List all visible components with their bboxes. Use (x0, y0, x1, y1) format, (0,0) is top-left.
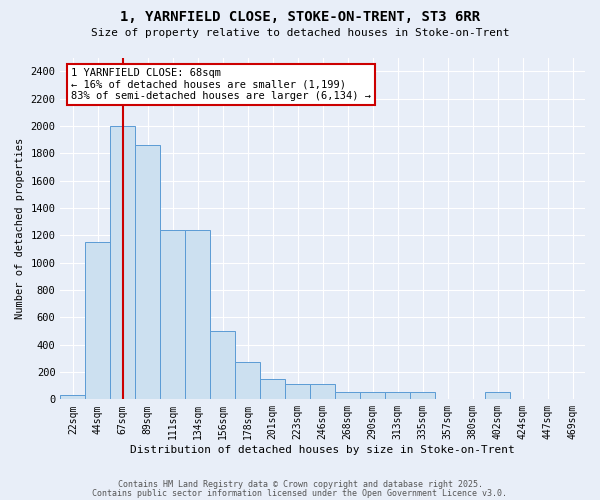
Bar (285, 384, 310, 400)
X-axis label: Distribution of detached houses by size in Stoke-on-Trent: Distribution of detached houses by size … (130, 445, 515, 455)
Bar (110, 126, 136, 400)
Bar (385, 392, 410, 400)
Text: 1, YARNFIELD CLOSE, STOKE-ON-TRENT, ST3 6RR: 1, YARNFIELD CLOSE, STOKE-ON-TRENT, ST3 … (120, 10, 480, 24)
Bar (160, 230, 185, 400)
Bar (485, 392, 510, 400)
Text: Size of property relative to detached houses in Stoke-on-Trent: Size of property relative to detached ho… (91, 28, 509, 38)
Bar (185, 230, 210, 400)
Bar (136, 145, 160, 400)
Text: 1 YARNFIELD CLOSE: 68sqm
← 16% of detached houses are smaller (1,199)
83% of sem: 1 YARNFIELD CLOSE: 68sqm ← 16% of detach… (71, 68, 371, 101)
Bar (410, 392, 435, 400)
Text: Contains public sector information licensed under the Open Government Licence v3: Contains public sector information licen… (92, 490, 508, 498)
Bar (360, 392, 385, 400)
Text: Contains HM Land Registry data © Crown copyright and database right 2025.: Contains HM Land Registry data © Crown c… (118, 480, 482, 489)
Y-axis label: Number of detached properties: Number of detached properties (15, 138, 25, 319)
Bar (210, 331, 235, 400)
Bar (310, 384, 335, 400)
Bar (235, 362, 260, 400)
Bar (85, 242, 110, 400)
Bar (335, 392, 360, 400)
Bar (61, 395, 85, 400)
Bar (260, 379, 285, 400)
